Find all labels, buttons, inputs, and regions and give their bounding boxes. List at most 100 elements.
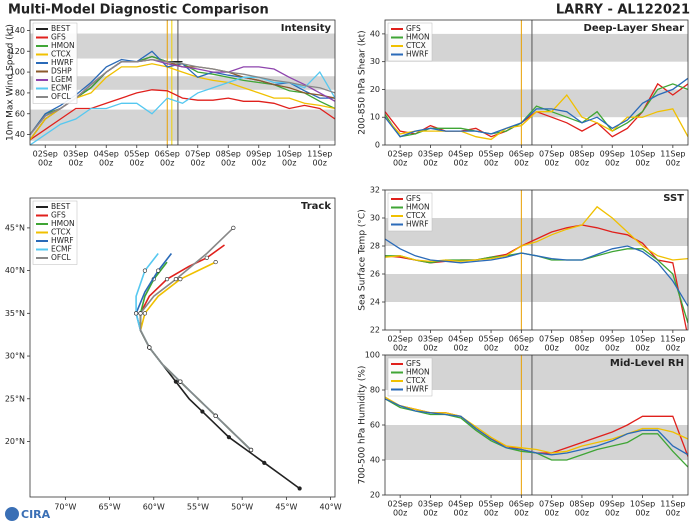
track-point bbox=[248, 447, 254, 453]
y-tick-label: 100 bbox=[365, 351, 380, 360]
legend-label: GFS bbox=[406, 24, 421, 33]
x-tick-label: 00z bbox=[160, 159, 174, 168]
track-point bbox=[200, 409, 205, 414]
y-tick-label: 45°N bbox=[5, 223, 25, 232]
x-tick-label: 04Sep bbox=[94, 150, 119, 159]
track-point bbox=[297, 486, 302, 491]
x-tick-label: 03Sep bbox=[63, 150, 88, 159]
x-tick-label: 07Sep bbox=[539, 150, 564, 159]
plot-frame bbox=[384, 189, 689, 331]
track-point bbox=[147, 345, 152, 350]
x-tick-label: 08Sep bbox=[569, 500, 594, 509]
x-tick-label: 70°W bbox=[54, 503, 76, 512]
shaded-band bbox=[385, 274, 688, 302]
x-tick-label: 02Sep bbox=[388, 335, 413, 344]
legend-label: HWRF bbox=[51, 236, 74, 245]
x-tick-label: 11Sep bbox=[307, 150, 332, 159]
x-tick-label: 08Sep bbox=[216, 150, 241, 159]
legend-label: BEST bbox=[51, 202, 71, 211]
x-tick-label: 00z bbox=[666, 344, 680, 353]
legend-label: CTCX bbox=[406, 41, 426, 50]
legend-label: CTCX bbox=[406, 211, 426, 220]
legend-label: CTCX bbox=[406, 376, 426, 385]
panel-title: Track bbox=[301, 201, 331, 212]
x-tick-label: 00z bbox=[514, 509, 528, 518]
legend-label: CTCX bbox=[51, 228, 71, 237]
plot-frame bbox=[29, 197, 336, 498]
track-point bbox=[138, 311, 143, 316]
y-tick-label: 100 bbox=[10, 68, 25, 77]
x-tick-label: 45°W bbox=[275, 503, 297, 512]
x-tick-label: 07Sep bbox=[539, 500, 564, 509]
shaded-band bbox=[385, 33, 688, 62]
shaded-band bbox=[30, 33, 335, 59]
x-tick-label: 00z bbox=[393, 344, 407, 353]
legend-label: LGEM bbox=[51, 75, 72, 84]
y-tick-label: 0 bbox=[375, 141, 380, 150]
legend-label: DSHP bbox=[51, 67, 72, 76]
x-tick-label: 00z bbox=[423, 344, 437, 353]
legend-label: ECMF bbox=[51, 245, 72, 254]
track-point bbox=[173, 277, 178, 282]
plot-content bbox=[385, 20, 688, 145]
shaded-band bbox=[385, 89, 688, 118]
y-tick-label: 10 bbox=[370, 113, 380, 122]
x-tick-label: 03Sep bbox=[418, 500, 443, 509]
x-tick-label: 04Sep bbox=[448, 335, 473, 344]
x-tick-label: 08Sep bbox=[569, 335, 594, 344]
x-tick-label: 09Sep bbox=[246, 150, 271, 159]
x-tick-label: 11Sep bbox=[660, 335, 685, 344]
y-tick-label: 32 bbox=[370, 186, 380, 195]
legend-label: HMON bbox=[51, 219, 75, 228]
panel-title: Intensity bbox=[281, 23, 332, 34]
x-tick-label: 55°W bbox=[187, 503, 209, 512]
x-tick-label: 00z bbox=[423, 509, 437, 518]
x-tick-label: 06Sep bbox=[155, 150, 180, 159]
logo-text: CIRA bbox=[21, 508, 51, 521]
legend-label: HMON bbox=[406, 203, 430, 212]
x-tick-label: 05Sep bbox=[478, 500, 503, 509]
x-tick-label: 03Sep bbox=[418, 150, 443, 159]
x-tick-label: 40°W bbox=[320, 503, 342, 512]
panel-title: SST bbox=[663, 193, 684, 204]
shaded-band bbox=[385, 355, 688, 390]
series-line bbox=[30, 58, 335, 136]
x-tick-label: 10Sep bbox=[277, 150, 302, 159]
x-tick-label: 50°W bbox=[231, 503, 253, 512]
x-tick-label: 00z bbox=[605, 344, 619, 353]
shaded-band bbox=[30, 76, 335, 90]
track-point bbox=[173, 379, 178, 384]
legend-label: ECMF bbox=[51, 84, 72, 93]
x-tick-label: 05Sep bbox=[478, 150, 503, 159]
x-tick-label: 00z bbox=[605, 159, 619, 168]
line-panel: 2040608010002Sep00z03Sep00z04Sep00z05Sep… bbox=[358, 351, 689, 518]
x-tick-label: 06Sep bbox=[509, 150, 534, 159]
plot-area bbox=[30, 198, 335, 497]
y-tick-label: 60 bbox=[15, 109, 25, 118]
legend-label: CTCX bbox=[51, 50, 71, 59]
x-tick-label: 00z bbox=[575, 509, 589, 518]
x-tick-label: 00z bbox=[313, 159, 327, 168]
track-point bbox=[178, 379, 183, 384]
line-panel: 40608010012014002Sep00z03Sep00z04Sep00z0… bbox=[6, 19, 336, 168]
x-tick-label: 00z bbox=[393, 159, 407, 168]
series-line bbox=[30, 89, 335, 141]
x-tick-label: 00z bbox=[575, 344, 589, 353]
track-point bbox=[213, 259, 218, 265]
series-line bbox=[385, 93, 688, 141]
plot-frame bbox=[29, 19, 336, 146]
x-tick-label: 02Sep bbox=[33, 150, 58, 159]
track-point bbox=[142, 268, 148, 273]
series-line bbox=[385, 398, 688, 456]
x-tick-label: 00z bbox=[605, 509, 619, 518]
y-axis-label: 700-500 hPa Humidity (%) bbox=[358, 366, 368, 485]
x-tick-label: 07Sep bbox=[539, 335, 564, 344]
x-tick-label: 00z bbox=[484, 509, 498, 518]
y-axis-label: Sea Surface Temp (°C) bbox=[358, 209, 368, 310]
legend-label: HMON bbox=[406, 368, 430, 377]
track-point bbox=[226, 435, 232, 440]
x-tick-label: 09Sep bbox=[600, 500, 625, 509]
y-tick-label: 140 bbox=[10, 26, 25, 35]
